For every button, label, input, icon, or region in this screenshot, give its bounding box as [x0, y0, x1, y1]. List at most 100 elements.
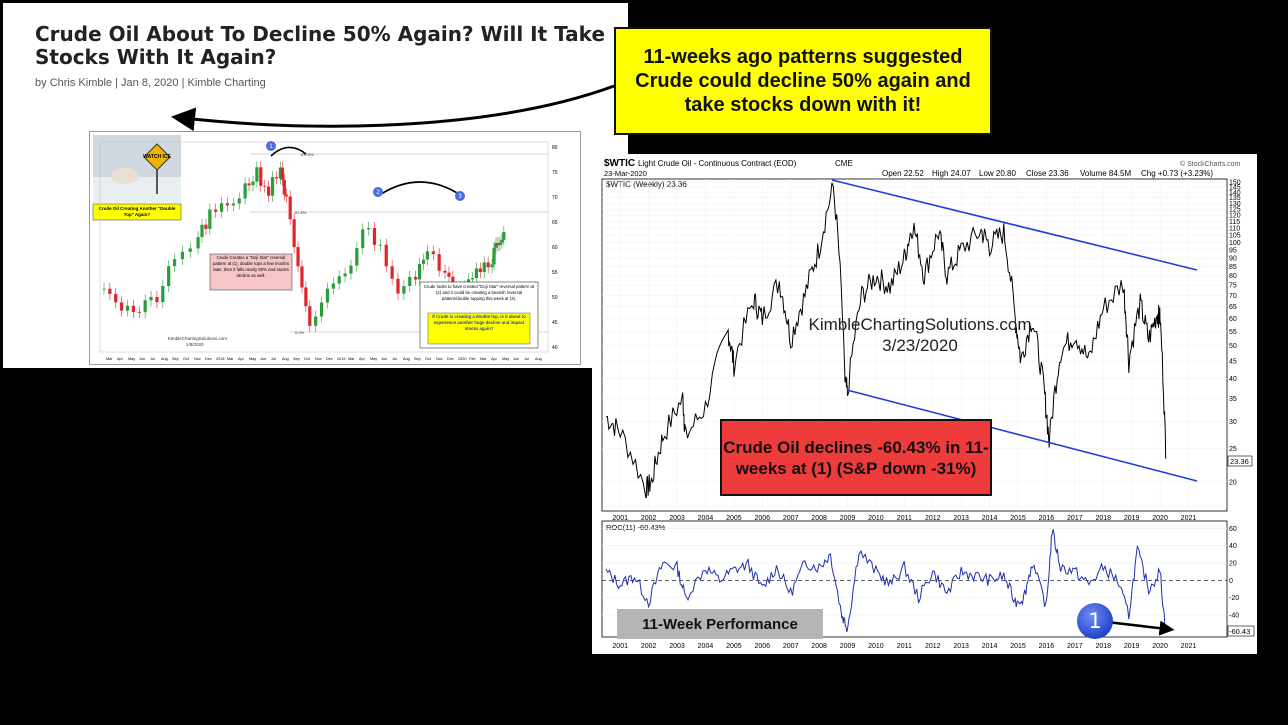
thumb-candle [180, 251, 184, 260]
price-x-tick: 2012 [925, 515, 941, 522]
article-panel: Crude Oil About To Decline 50% Again? Wi… [3, 3, 628, 368]
thumb-candle [421, 259, 426, 264]
thumb-watermark-date: 1/8/2020 [186, 342, 204, 347]
price-y-tick: 130 [1229, 201, 1241, 208]
thumb-y-tick: 80 [552, 145, 558, 151]
price-y-tick: 65 [1229, 304, 1237, 311]
roc-x-tick: 2007 [783, 643, 799, 650]
thumb-y-axis: 80 75 70 65 60 55 50 45 40 [552, 145, 558, 351]
site-link[interactable]: Kimble Charting [187, 77, 266, 89]
price-y-tick: 80 [1229, 273, 1237, 280]
roc-x-tick: 2019 [1124, 643, 1140, 650]
thumb-candle [378, 244, 382, 246]
roc-series-line [605, 529, 1167, 633]
thumb-candle [431, 251, 435, 255]
thumb-x-tick: Aug [161, 357, 168, 361]
thumb-plot-frame [99, 141, 549, 353]
price-y-tick: 135 [1229, 195, 1241, 202]
fib-label-100: 100.0% [300, 152, 314, 157]
thumb-yellow-label-box [92, 203, 182, 221]
thumb-x-tick: Feb [469, 357, 476, 361]
thumb-candle [498, 242, 502, 246]
thumb-candle [251, 181, 255, 186]
marker-2-icon [373, 187, 383, 197]
price-x-tick: 2009 [840, 515, 856, 522]
polar-bear-icon [111, 168, 139, 184]
marker-3-label: 3 [458, 194, 462, 200]
thumb-candle [486, 262, 490, 268]
thumb-candle [304, 287, 308, 307]
price-x-tick: 2017 [1067, 515, 1083, 522]
thumb-candle [167, 266, 171, 287]
roc-x-tick: 2014 [982, 643, 998, 650]
thumb-candle [408, 276, 412, 286]
thumb-x-tick: May [502, 357, 509, 361]
roc-y-tick: -40 [1229, 612, 1239, 619]
thumb-candle [259, 167, 263, 186]
chart-instrument-name: Light Crude Oil - Continuous Contract (E… [638, 159, 797, 168]
author-link[interactable]: Chris Kimble [49, 77, 113, 89]
roc-x-tick: 2021 [1181, 643, 1197, 650]
thumb-candle [337, 276, 341, 284]
thumb-x-tick: Nov [436, 357, 443, 361]
price-y-tick: 120 [1229, 213, 1241, 220]
fib-label-618: 61.8% [295, 210, 307, 215]
thumb-candle [482, 262, 486, 273]
thumb-candle [396, 278, 400, 294]
thumb-x-tick: Mar [480, 357, 487, 361]
thumb-candle [108, 288, 112, 294]
chart-credit: © StockCharts.com [1180, 160, 1241, 168]
ice-ground [93, 177, 181, 203]
thumb-candle [502, 232, 506, 240]
price-x-tick: 2003 [669, 515, 685, 522]
price-x-tick: 2005 [726, 515, 742, 522]
roc-arrow [1106, 620, 1175, 636]
thumb-x-tick: Jul [392, 357, 397, 361]
callout-crude-decline: Crude Oil declines -60.43% in 11-weeks a… [720, 419, 992, 496]
thumb-candle [402, 285, 406, 294]
thumb-x-tick: Apr [359, 357, 366, 361]
marker-1-badge: 1 [1077, 603, 1113, 639]
thumb-candle [143, 300, 147, 313]
thumb-x-tick: Jun [260, 357, 266, 361]
roc-x-tick: 2009 [840, 643, 856, 650]
thumb-arc-2 [377, 181, 463, 197]
price-y-tick: 95 [1229, 247, 1237, 254]
thumb-candle [114, 293, 118, 303]
thumb-arc-1 [270, 146, 307, 157]
thumb-candle [308, 306, 312, 326]
last-price-tag-box [1227, 455, 1253, 467]
thumb-x-tick: Dec [447, 357, 454, 361]
thumb-candle [204, 224, 208, 229]
thumb-candle [496, 243, 500, 246]
thumbnail-chart-svg: WATCH ICE Crude Oil Creating Another "Do… [92, 135, 558, 361]
thumb-x-tick: Jul [524, 357, 529, 361]
thumb-yellow-note: If Crude is creating a double top, is it… [432, 314, 526, 331]
price-y-tick: 105 [1229, 233, 1241, 240]
price-x-tick: 2002 [641, 515, 657, 522]
price-x-tick: 2011 [897, 515, 912, 522]
thumb-y-tick: 75 [552, 170, 558, 176]
price-y-tick: 140 [1229, 190, 1241, 197]
thumbnail-chart[interactable]: WATCH ICE Crude Oil Creating Another "Do… [89, 131, 581, 365]
price-x-tick: 2007 [783, 515, 799, 522]
watermark-date: 3/23/2020 [882, 336, 958, 355]
price-x-tick: 2001 [612, 515, 628, 522]
marker-3-icon [455, 191, 465, 201]
roc-x-tick: 2006 [754, 643, 770, 650]
price-x-tick: 2008 [811, 515, 827, 522]
roc-x-tick: 2011 [897, 643, 912, 650]
thumb-x-tick: Sep [293, 357, 300, 361]
thumb-candle [120, 302, 124, 311]
thumb-candle [231, 203, 235, 206]
thumb-x-tick: Nov [315, 357, 322, 361]
thumb-x-tick: May [249, 357, 256, 361]
thumb-x-tick: Mar [348, 357, 355, 361]
price-y-tick: 85 [1229, 264, 1237, 271]
price-x-tick: 2019 [1124, 515, 1140, 522]
price-series-line [605, 182, 1167, 499]
thumb-x-tick: Apr [117, 357, 124, 361]
thumb-pink-note: Crude Creates a "Doji Star" reversal pat… [213, 255, 289, 278]
article-title[interactable]: Crude Oil About To Decline 50% Again? Wi… [35, 22, 606, 69]
thumb-yellow-label: Crude Oil Creating Another "Double Top" … [98, 206, 176, 217]
